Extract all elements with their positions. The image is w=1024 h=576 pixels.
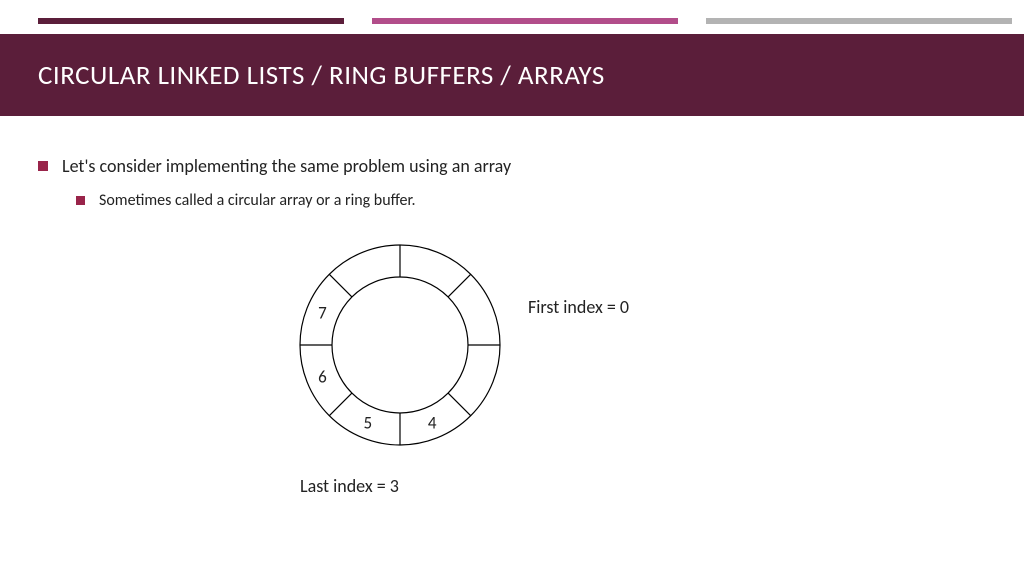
last-index-label: Last index = 3 (300, 475, 399, 497)
ring-segment-value: 4 (428, 412, 437, 433)
slide: CIRCULAR LINKED LISTS / RING BUFFERS / A… (0, 0, 1024, 576)
first-index-label: First index = 0 (528, 296, 629, 318)
ring-buffer-diagram (0, 0, 1024, 576)
ring-segment-value: 5 (364, 412, 373, 433)
diagram-area: 4 5 6 7 First index = 0 Last index = 3 (0, 245, 1024, 565)
ring-segment-value: 6 (318, 367, 327, 388)
ring-segment-value: 7 (318, 302, 327, 323)
